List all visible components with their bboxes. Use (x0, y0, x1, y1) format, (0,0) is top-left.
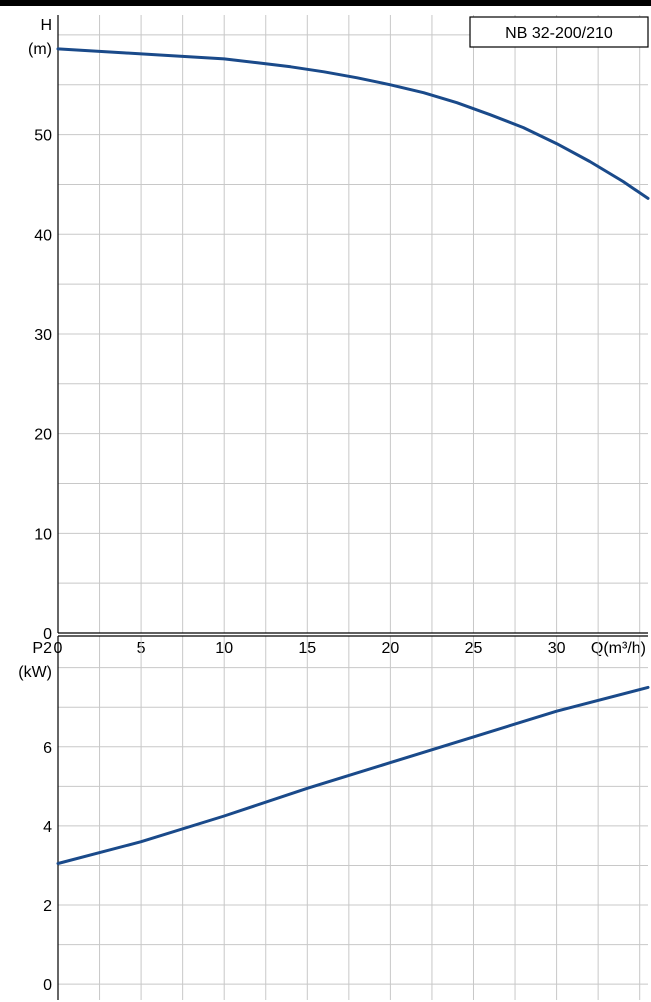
power-y-tick-label: 6 (43, 740, 52, 757)
header-bar (0, 0, 651, 6)
head-y-tick-label: 30 (34, 327, 52, 344)
power-curve-line (58, 687, 648, 863)
power-y-axis-label: P2 (32, 640, 52, 657)
head-curve-line (58, 49, 648, 199)
head-y-tick-label: 50 (34, 128, 52, 145)
power-chart-panel: 0 2 4 6 P2 (kW) (18, 636, 648, 1000)
head-y-tick-label: 10 (34, 526, 52, 543)
head-y-tick-label: 20 (34, 427, 52, 444)
power-y-tick-label: 2 (43, 898, 52, 915)
power-y-tick-label: 0 (43, 977, 52, 994)
head-y-axis-label: H (40, 17, 52, 34)
head-y-axis-unit: (m) (28, 41, 52, 58)
chart-title: NB 32-200/210 (505, 25, 613, 42)
power-y-tick-label: 4 (43, 819, 52, 836)
head-chart-panel: 01020304050051015202530Q(m³/h)H(m)NB 32-… (28, 15, 648, 657)
head-x-axis-label: Q(m³/h) (591, 640, 646, 657)
power-y-axis-unit: (kW) (18, 664, 52, 681)
head-y-tick-label: 40 (34, 227, 52, 244)
